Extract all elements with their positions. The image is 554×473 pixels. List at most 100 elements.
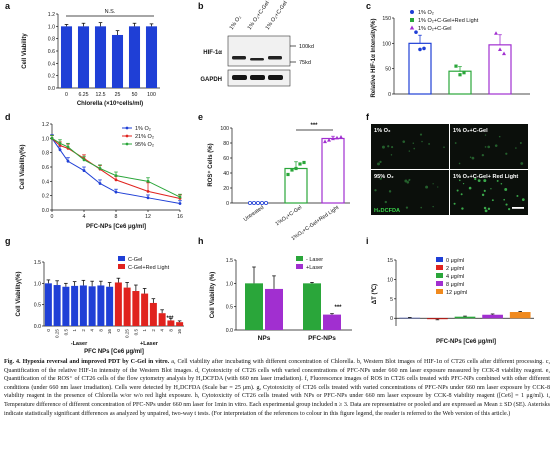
panel-g-xtick-label: 0.5: [63, 329, 68, 336]
panel-f-cell-signal: [515, 147, 517, 149]
panel-g-xtick-label: 0: [116, 329, 121, 332]
caption-title: Hypoxia reversal and improved PDT by C-G…: [22, 359, 170, 365]
panel-f-cell-signal: [496, 179, 499, 182]
panel-d-series-point: [58, 141, 62, 145]
panel-f-tile: [371, 170, 449, 215]
panel-g-bar: [167, 320, 175, 326]
panel-h-ytick-label: 1.0: [226, 281, 233, 287]
panel-d-ylabel: Cell Viability(%): [20, 145, 26, 190]
panel-a-xtick-label: 12.5: [95, 92, 105, 98]
panel-b-hif-blot-frame: [227, 35, 291, 67]
panel-h-legend-label: +Laser: [306, 265, 323, 271]
panel-f-cell-signal: [421, 140, 423, 143]
panel-i-legend-marker: [436, 281, 443, 286]
panel-c-legend-label: 1% O₂+C-Gel: [418, 26, 451, 32]
panel-f-scale-bar: [512, 207, 524, 209]
panel-h-bar: [245, 283, 263, 330]
panel-i-bar: [509, 312, 531, 319]
panel-i-legend-label: 4 μg/ml: [446, 274, 464, 280]
panel-f-cell-signal: [459, 179, 461, 182]
panel-f-cell-signal: [458, 162, 461, 165]
panel-e-bar: [321, 137, 345, 204]
panel-f-cell-signal: [388, 190, 392, 193]
panel-a-ytick-label: 0.6: [48, 49, 55, 55]
panel-g-legend-marker: [118, 264, 125, 269]
panel-b-hif-band: [250, 58, 264, 61]
panel-f-cell-signal: [408, 150, 411, 152]
panel-f-cell-signal: [390, 154, 393, 156]
panel-e-point: [247, 200, 252, 205]
panel-f-cell-signal: [484, 134, 487, 136]
panel-g-ytick-label: 0.5: [34, 303, 41, 309]
panel-g-xtick-label: 8: [98, 329, 103, 332]
panel-i-bar: [427, 318, 448, 320]
panel-g-legend-label: C-Gel: [128, 257, 142, 263]
panel-f-cell-signal: [522, 199, 525, 202]
panel-f-cell-signal: [494, 144, 498, 147]
panel-c-legend-marker: [410, 18, 414, 22]
panel-f-cell-signal: [453, 202, 456, 205]
panel-e-point: [302, 160, 306, 165]
panel-g-xtick-label: 16: [107, 329, 112, 335]
panel-g-bar: [53, 285, 61, 326]
panel-a-xtick-label: 100: [147, 92, 156, 98]
panel-d-series-point: [66, 159, 70, 163]
panel-f-cell-signal: [491, 199, 494, 202]
panel-g-group-label: +Laser: [140, 341, 159, 347]
panel-i-ytick-label: 5: [390, 297, 393, 303]
panel-c-point: [422, 46, 426, 51]
panel-d-series-point: [178, 195, 182, 199]
panel-g-xtick-label: 1: [72, 329, 77, 332]
panel-e-point: [259, 200, 264, 205]
panel-g-xtick-label: 16: [177, 329, 182, 335]
panel-e-point: [255, 200, 260, 205]
panel-i-legend-marker: [436, 265, 443, 270]
panel-d-xtick-label: 8: [115, 214, 118, 220]
panel-f-cell-signal: [437, 186, 439, 188]
panel-f-cell-signal: [462, 182, 465, 185]
panel-d-xtick-label: 0: [51, 214, 54, 220]
panel-f-cell-signal: [519, 142, 522, 145]
panel-f-cell-signal: [425, 185, 429, 189]
panel-d-ytick-label: 1.0: [42, 136, 49, 142]
panel-g-annotation: ***: [166, 316, 174, 322]
panel-d-xtick-label: 4: [83, 214, 86, 220]
panel-c-point: [454, 64, 458, 68]
panel-d-series-point: [146, 196, 150, 200]
panel-d-ytick-label: 0.2: [42, 194, 49, 200]
panel-b-marker-label: 100kd: [299, 44, 314, 50]
panel-g-bar: [79, 285, 87, 326]
panel-a-xtick-label: 50: [132, 92, 138, 98]
panel-e-ytick-label: 80: [223, 141, 229, 147]
panel-g-bar: [158, 313, 166, 326]
panel-f-cell-signal: [420, 206, 423, 209]
panel-g-xtick-label: 4: [90, 329, 95, 332]
panel-e-ytick-label: 40: [223, 171, 229, 177]
panel-c-point: [498, 47, 502, 52]
panel-g-bar: [114, 282, 122, 326]
panel-d-series-point: [98, 182, 102, 185]
panel-i-bar: [454, 316, 476, 319]
panel-e-xtick-label: Untreated: [243, 205, 266, 223]
panel-f-stain-label: H₂DCFDA: [374, 208, 400, 214]
panel-g-xtick-label: 2: [151, 329, 156, 332]
panel-g-xtick-label: 1: [142, 329, 147, 332]
panel-e-point: [263, 200, 268, 205]
panel-h-xtick-label: NPs: [258, 335, 271, 342]
panel-f-cell-signal: [432, 205, 434, 208]
panel-g-bar: [132, 291, 140, 326]
panel-f-cell-signal: [483, 189, 486, 192]
panel-e-ytick-label: 100: [220, 126, 229, 132]
panel-a-bar: [128, 26, 141, 88]
panel-d-series-line: [51, 137, 181, 198]
panel-h-legend-marker: [296, 264, 303, 269]
panel-c-point: [458, 73, 462, 77]
panel-c-ytick-label: 150: [382, 16, 391, 22]
panel-a-xtick-label: 6.25: [78, 92, 88, 98]
panel-a-ytick-label: 1.0: [48, 24, 55, 30]
panel-f-cell-signal: [498, 135, 501, 138]
panel-f-cell-signal: [508, 208, 511, 211]
panel-a-bar: [145, 26, 158, 88]
panel-f-cell-signal: [461, 207, 464, 210]
panel-b-hif-band: [232, 56, 246, 60]
